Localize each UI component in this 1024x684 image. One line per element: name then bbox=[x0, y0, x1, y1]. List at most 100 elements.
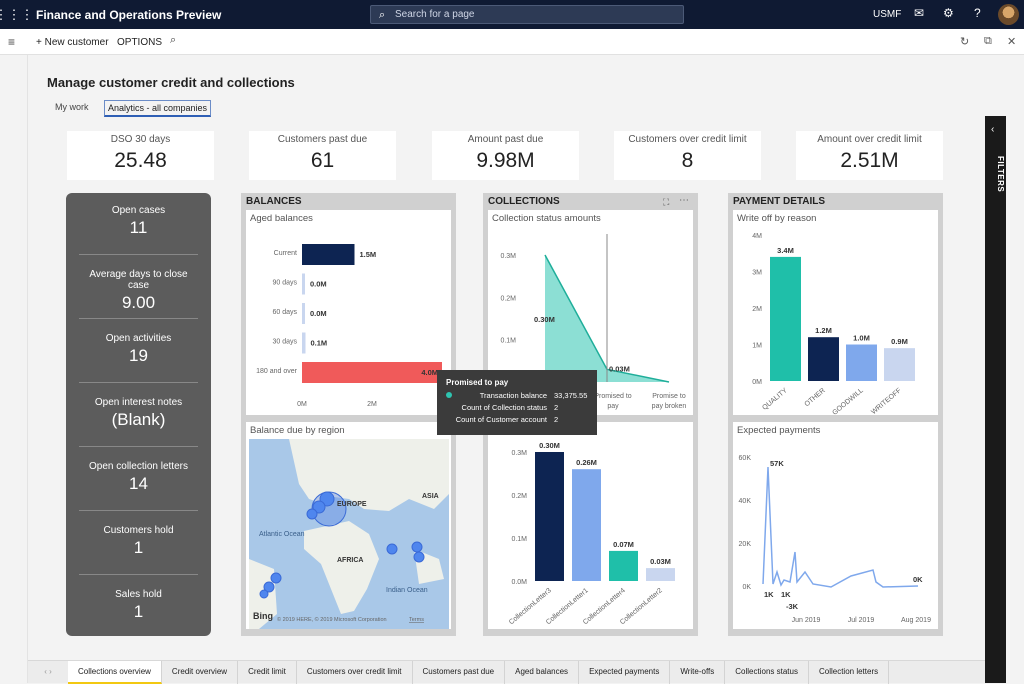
map-label-europe: EUROPE bbox=[337, 501, 367, 508]
options-button[interactable]: OPTIONS bbox=[117, 37, 163, 48]
y-tick-label: 2M bbox=[752, 306, 762, 313]
collection-letters-chart: 0.0M0.1M0.2M0.3M0.30MCollectionLetter30.… bbox=[508, 441, 675, 626]
new-customer-label: New customer bbox=[44, 37, 109, 48]
kpi-card-customers-past-due[interactable]: Customers past due 61 bbox=[249, 131, 396, 180]
stat-label: Open collection letters bbox=[89, 461, 188, 472]
region-bubble[interactable] bbox=[270, 572, 282, 584]
open-new-window-icon[interactable]: ⧉ bbox=[984, 35, 992, 47]
app-launcher-icon[interactable]: ⋮⋮⋮ bbox=[0, 6, 34, 22]
bar bbox=[302, 332, 306, 354]
more-options-icon[interactable]: ⋯ bbox=[679, 195, 689, 206]
new-customer-button[interactable]: + New customer bbox=[36, 37, 109, 48]
chevron-left-icon[interactable]: ‹ bbox=[991, 124, 995, 135]
notifications-icon[interactable]: ✉ bbox=[914, 6, 925, 20]
close-icon[interactable]: ✕ bbox=[1007, 36, 1017, 48]
app-title[interactable]: Finance and Operations Preview bbox=[36, 7, 222, 22]
region-bubble[interactable] bbox=[312, 500, 326, 514]
region-bubble[interactable] bbox=[263, 581, 275, 593]
tooltip-row: Transaction balance 33,375.55 bbox=[437, 391, 597, 401]
stat-value: 1 bbox=[133, 602, 144, 621]
map-terms-link[interactable]: Terms bbox=[409, 617, 424, 623]
divider bbox=[79, 254, 198, 255]
data-label: 0K bbox=[913, 575, 923, 584]
kpi-card-amount-past-due[interactable]: Amount past due 9.98M bbox=[432, 131, 579, 180]
tooltip-row: Count of Collection status 2 bbox=[437, 403, 597, 413]
stat-open-collection-letters[interactable]: Open collection letters 14 bbox=[79, 461, 198, 494]
tab-collections-status[interactable]: Collections status bbox=[725, 661, 809, 684]
expected-payments-card[interactable]: Expected payments 0K 20K 40K 60K 57K 1K 1K -3K 0… bbox=[733, 422, 938, 629]
divider bbox=[79, 318, 198, 319]
tab-scroll-arrows[interactable]: ‹ › bbox=[44, 667, 52, 676]
tab-collection-letters[interactable]: Collection letters bbox=[809, 661, 890, 684]
region-map[interactable]: EUROPE ASIA Atlantic Ocean AFRICA Indian… bbox=[249, 439, 449, 629]
settings-gear-icon[interactable]: ⚙ bbox=[943, 6, 954, 20]
stat-open-cases[interactable]: Open cases 11 bbox=[79, 205, 198, 238]
y-tick-label: 0.2M bbox=[500, 295, 516, 302]
search-box[interactable]: ⌕ Search for a page bbox=[370, 5, 684, 24]
tooltip-key: Count of Collection status bbox=[461, 403, 547, 412]
stat-value: 9.00 bbox=[121, 293, 156, 312]
divider bbox=[79, 446, 198, 447]
tooltip-value: 2 bbox=[554, 403, 559, 412]
find-icon[interactable]: ⌕ bbox=[170, 34, 177, 46]
stat-open-interest-notes[interactable]: Open interest notes (Blank) bbox=[79, 397, 198, 430]
stat-value: 11 bbox=[129, 218, 148, 237]
panel-title: COLLECTIONS bbox=[488, 196, 560, 207]
tab-write-offs[interactable]: Write-offs bbox=[670, 661, 726, 684]
tab-collections-overview[interactable]: Collections overview bbox=[68, 661, 162, 684]
region-bubble[interactable] bbox=[306, 508, 318, 520]
filters-pane[interactable]: ‹ FILTERS bbox=[985, 116, 1006, 683]
user-avatar[interactable] bbox=[998, 4, 1019, 25]
data-label: 0.9M bbox=[891, 337, 908, 346]
stat-average-days-to-close[interactable]: Average days to close case 9.00 bbox=[79, 269, 198, 313]
bar bbox=[846, 344, 877, 381]
x-tick-label: Promise to bbox=[652, 393, 686, 400]
top-bar: ⋮⋮⋮ Finance and Operations Preview ⌕ Sea… bbox=[0, 0, 1024, 29]
tab-customers-past-due[interactable]: Customers past due bbox=[413, 661, 506, 684]
tab-aged-balances[interactable]: Aged balances bbox=[505, 661, 580, 684]
region-bubble[interactable] bbox=[411, 541, 423, 553]
refresh-icon[interactable]: ↻ bbox=[960, 36, 970, 48]
stat-label: Open interest notes bbox=[94, 397, 183, 408]
collection-letters-card[interactable]: s 0.0M0.1M0.2M0.3M0.30MCollectionLetter3… bbox=[488, 422, 693, 629]
hamburger-menu-icon[interactable]: ≡ bbox=[8, 35, 16, 49]
series-color-swatch bbox=[446, 392, 452, 398]
company-selector[interactable]: USMF bbox=[873, 9, 902, 20]
kpi-card-amount-over-credit-limit[interactable]: Amount over credit limit 2.51M bbox=[796, 131, 943, 180]
tab-credit-limit[interactable]: Credit limit bbox=[238, 661, 297, 684]
stat-value: 19 bbox=[129, 346, 148, 365]
category-label: 90 days bbox=[272, 280, 297, 287]
stat-open-activities[interactable]: Open activities 19 bbox=[79, 333, 198, 366]
aged-balances-card[interactable]: Aged balances Current 1.5M 90 days 0.0M 60 d… bbox=[246, 210, 451, 415]
y-tick-label: 0.3M bbox=[500, 253, 516, 260]
data-label: 0.0M bbox=[310, 280, 327, 289]
landmass-eurasia bbox=[289, 439, 449, 511]
help-icon[interactable]: ? bbox=[974, 6, 981, 20]
data-label: 0.26M bbox=[576, 458, 597, 467]
bar bbox=[770, 256, 801, 381]
bar bbox=[535, 452, 564, 581]
stat-sales-hold[interactable]: Sales hold 1 bbox=[79, 589, 198, 622]
tooltip-key: Transaction balance bbox=[479, 391, 547, 400]
tab-credit-overview[interactable]: Credit overview bbox=[162, 661, 239, 684]
balance-by-region-card[interactable]: Balance due by region EUROPE ASIA Atlant… bbox=[246, 422, 451, 629]
region-bubble[interactable] bbox=[386, 543, 398, 555]
tab-my-work[interactable]: My work bbox=[55, 102, 89, 112]
focus-mode-icon[interactable]: ⛶ bbox=[663, 197, 670, 207]
region-bubble[interactable] bbox=[259, 589, 269, 599]
data-label: -3K bbox=[786, 602, 799, 611]
y-tick-label: 0K bbox=[742, 584, 751, 591]
filters-label: FILTERS bbox=[996, 156, 1005, 193]
card-title: Aged balances bbox=[250, 213, 313, 224]
region-bubble[interactable] bbox=[413, 551, 425, 563]
tab-expected-payments[interactable]: Expected payments bbox=[579, 661, 671, 684]
payment-details-panel: PAYMENT DETAILS Write off by reason 0M 1M… bbox=[728, 193, 943, 636]
bar bbox=[302, 303, 305, 324]
write-off-card[interactable]: Write off by reason 0M 1M 2M 3M 4M 3.4M QUALIT… bbox=[733, 210, 938, 417]
x-tick-label: Aug 2019 bbox=[901, 617, 931, 624]
stat-customers-hold[interactable]: Customers hold 1 bbox=[79, 525, 198, 558]
kpi-card-dso[interactable]: DSO 30 days 25.48 bbox=[67, 131, 214, 180]
tab-analytics-all-companies[interactable]: Analytics - all companies bbox=[104, 100, 212, 117]
tab-customers-over-credit-limit[interactable]: Customers over credit limit bbox=[297, 661, 413, 684]
kpi-card-customers-over-credit-limit[interactable]: Customers over credit limit 8 bbox=[614, 131, 761, 180]
